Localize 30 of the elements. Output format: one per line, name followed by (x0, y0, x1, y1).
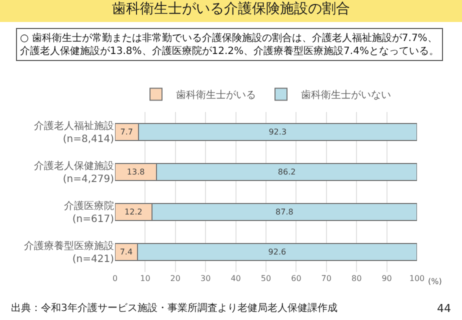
x-tick-label: 90 (382, 274, 392, 283)
x-tick-label: 20 (170, 274, 180, 283)
x-tick-label: 50 (260, 274, 272, 283)
y-tick-label: 介護療養型医療施設 (n=421) (24, 240, 114, 265)
x-tick-label: 30 (200, 274, 211, 283)
x-tick-label: 0 (112, 274, 118, 283)
x-tick-label: 80 (352, 274, 362, 283)
data-label: 87.8 (276, 208, 294, 216)
data-label: 92.3 (268, 128, 287, 136)
data-label: 13.8 (126, 168, 145, 176)
data-label: 7.7 (120, 128, 133, 136)
text: 44 (437, 302, 451, 315)
x-tick-label: 10 (140, 274, 150, 283)
data-label: 86.2 (278, 168, 296, 176)
x-tick-label: 60 (291, 274, 302, 283)
x-tick-label: 70 (321, 274, 332, 283)
x-tick-label: 40 (230, 274, 241, 283)
source-note: 出典：令和3年介護サービス施設・事業所調査より老健局老人保健課作成 (11, 302, 338, 314)
legend-label: 歯科衛生士がいない (301, 89, 391, 102)
x-axis-title: (%) (428, 277, 442, 286)
y-tick-label: 介護老人保健施設 (n=4,279) (34, 160, 114, 185)
chart-title: 歯科衛生士がいる介護保険施設の割合 (112, 1, 350, 17)
data-label: 7.4 (120, 248, 133, 256)
y-tick-label: 介護医療院 (n=617) (64, 200, 114, 225)
x-tick-label: 100 (409, 274, 425, 283)
chart-subtitle: ○ 歯科衛生士が常勤または非常勤でいる介護保険施設の割合は、介護老人福祉施設が7.7%、介護老人保健施設が13.8%、介護医療院が12.2%、介護療養型医療施設7.4%となっている。 (20, 32, 439, 57)
data-label: 92.6 (268, 248, 286, 256)
legend-label: 歯科衛生士がいる (176, 89, 256, 102)
y-tick-label: 介護老人福祉施設 (n=8,414) (34, 120, 114, 145)
data-label: 12.2 (124, 208, 142, 216)
